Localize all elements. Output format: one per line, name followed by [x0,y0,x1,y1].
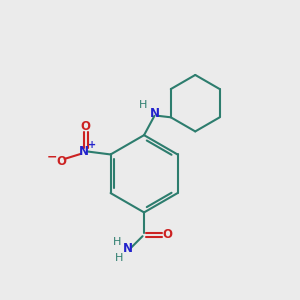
Text: H: H [139,100,147,110]
Text: +: + [88,140,96,150]
Text: N: N [123,242,133,255]
Text: H: H [115,253,124,262]
Text: O: O [163,228,173,241]
Text: H: H [113,237,122,247]
Text: N: N [79,145,89,158]
Text: N: N [149,107,160,120]
Text: −: − [47,150,57,163]
Text: O: O [57,155,67,168]
Text: O: O [81,120,91,133]
